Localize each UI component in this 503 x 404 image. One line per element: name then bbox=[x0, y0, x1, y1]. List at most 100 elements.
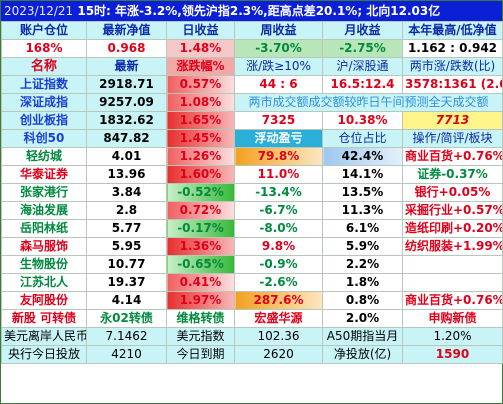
index-row[interactable]: 深证成指 9257.09 1.08% 两市成交额成交额较昨日午间预测全天成交额 bbox=[1, 93, 503, 112]
pboc-inject-value: 4210 bbox=[86, 345, 167, 364]
stock-weight: 11.3% bbox=[322, 201, 403, 220]
turnover-forecast: 7713 bbox=[402, 111, 503, 130]
stock-pct: 0.41% bbox=[166, 273, 235, 292]
stock-last: 10.77 bbox=[86, 255, 167, 274]
stock-row[interactable]: 岳阳林纸 5.77 -0.17% -8.0% 6.1% 造纸印刷+0.20% bbox=[1, 219, 503, 238]
stock-last: 4.01 bbox=[86, 147, 167, 166]
connect-flow: 16.5:12.4 bbox=[322, 75, 403, 94]
subscribe-bond-note: 申购新债 bbox=[402, 309, 503, 328]
account-header-row: 账户仓位 最新净值 日收益 周收益 月收益 本年最高/低净值 bbox=[1, 21, 503, 40]
maturity-label: 今日到期 bbox=[166, 345, 235, 364]
index-last: 847.82 bbox=[86, 129, 167, 148]
ipo-item: 宏盛华源 bbox=[234, 309, 323, 328]
stock-pnl: -0.9% bbox=[234, 255, 323, 274]
stock-pct: 0.72% bbox=[166, 201, 235, 220]
index-name: 科创50 bbox=[1, 129, 87, 148]
index-pct: 1.45% bbox=[166, 129, 235, 148]
stock-name: 轻纺城 bbox=[1, 147, 87, 166]
stock-pnl: 9.8% bbox=[234, 237, 323, 256]
index-last: 2918.71 bbox=[86, 75, 167, 94]
stock-last: 5.95 bbox=[86, 237, 167, 256]
index-header-row: 名称 最新 涨跌幅% 涨/跌≥10% 沪/深股通 两市涨/跌数(比) bbox=[1, 57, 503, 76]
ipo-bond-row[interactable]: 新股 可转债 永02转债 维格转债 宏盛华源 2.0% 申购新债 bbox=[1, 309, 503, 328]
stock-name: 江苏北人 bbox=[1, 273, 87, 292]
stock-weight: 0.8% bbox=[322, 291, 403, 310]
stock-pct: 1.36% bbox=[166, 237, 235, 256]
stock-name: 森马服饰 bbox=[1, 237, 87, 256]
stock-weight: 42.4% bbox=[322, 147, 403, 166]
data-grid: 账户仓位 最新净值 日收益 周收益 月收益 本年最高/低净值 168% 0.96… bbox=[1, 21, 503, 364]
stock-row[interactable]: 森马服饰 5.95 1.36% 9.8% 5.9% 纺织服装+1.99% bbox=[1, 237, 503, 256]
stock-row[interactable]: 华泰证券 13.96 1.60% 11.0% 14.1% 证券-0.37% bbox=[1, 165, 503, 184]
stock-weight: 5.9% bbox=[322, 237, 403, 256]
stock-pct: 1.60% bbox=[166, 165, 235, 184]
index-name: 深证成指 bbox=[1, 93, 87, 112]
stock-note bbox=[402, 255, 503, 274]
header-bar: 2023/12/21 15时: 年涨-3.2%,领先沪指2.3%,距高点差20.… bbox=[1, 1, 502, 21]
stock-pnl: -2.6% bbox=[234, 273, 323, 292]
week-return-value: -3.70% bbox=[234, 39, 323, 58]
stock-last: 13.96 bbox=[86, 165, 167, 184]
turnover-value: 7325 bbox=[234, 111, 323, 130]
col-last-header: 最新 bbox=[86, 57, 167, 76]
stock-note: 银行+0.05% bbox=[402, 183, 503, 202]
index-row[interactable]: 创业板指 1832.62 1.65% 7325 10.38% 7713 bbox=[1, 111, 503, 130]
stock-note: 证券-0.37% bbox=[402, 165, 503, 184]
stock-name: 岳阳林纸 bbox=[1, 219, 87, 238]
stock-pnl: -13.4% bbox=[234, 183, 323, 202]
dxy-label: 美元指数 bbox=[166, 327, 235, 346]
header-summary: 15时: 年涨-3.2%,领先沪指2.3%,距高点差20.1%; 北向12.03… bbox=[77, 4, 441, 18]
stock-last: 2.8 bbox=[86, 201, 167, 220]
stock-pct: -0.65% bbox=[166, 255, 235, 274]
stock-last: 5.77 bbox=[86, 219, 167, 238]
stock-note bbox=[402, 273, 503, 292]
stock-row[interactable]: 轻纺城 4.01 1.26% 79.8% 42.4% 商业百货+0.76% bbox=[1, 147, 503, 166]
stock-pnl: 79.8% bbox=[234, 147, 323, 166]
stock-pct: 1.26% bbox=[166, 147, 235, 166]
stock-row[interactable]: 江苏北人 19.37 0.41% -2.6% 1.8% bbox=[1, 273, 503, 292]
index-pct: 1.08% bbox=[166, 93, 235, 112]
dxy-value: 102.36 bbox=[234, 327, 323, 346]
index-row[interactable]: 上证指数 2918.71 0.57% 44 : 6 16.5:12.4 3578… bbox=[1, 75, 503, 94]
breadth-ratio: 3578:1361 (2.63) bbox=[402, 75, 503, 94]
account-header-cell: 本年最高/低净值 bbox=[402, 21, 503, 40]
account-header-cell: 月收益 bbox=[322, 21, 403, 40]
col-breadth-header: 两市涨/跌数(比) bbox=[402, 57, 503, 76]
net-inject-value: 1590 bbox=[402, 345, 503, 364]
turnover-change: 10.38% bbox=[322, 111, 403, 130]
stock-pct: -0.17% bbox=[166, 219, 235, 238]
account-header-cell: 最新净值 bbox=[86, 21, 167, 40]
stock-pnl: -6.7% bbox=[234, 201, 323, 220]
a50-value: 1.20% bbox=[402, 327, 503, 346]
col-pct-header: 涨跌幅% bbox=[166, 57, 235, 76]
stock-weight: 6.1% bbox=[322, 219, 403, 238]
col-name-header: 名称 bbox=[1, 57, 87, 76]
index-name: 创业板指 bbox=[1, 111, 87, 130]
position-value: 168% bbox=[1, 39, 87, 58]
bond-item: 维格转债 bbox=[166, 309, 235, 328]
account-header-cell: 周收益 bbox=[234, 21, 323, 40]
net-inject-label: 净投放(亿) bbox=[322, 345, 403, 364]
stock-row[interactable]: 海油发展 2.8 0.72% -6.7% 11.3% 采掘行业+0.57% bbox=[1, 201, 503, 220]
stock-last: 4.14 bbox=[86, 291, 167, 310]
stock-name: 友阿股份 bbox=[1, 291, 87, 310]
stock-row[interactable]: 生物股份 10.77 -0.65% -0.9% 2.2% bbox=[1, 255, 503, 274]
stock-name: 华泰证券 bbox=[1, 165, 87, 184]
stock-row[interactable]: 友阿股份 4.14 1.97% 287.6% 0.8% 商业百货+0.76% bbox=[1, 291, 503, 310]
stock-weight: 2.2% bbox=[322, 255, 403, 274]
stock-name: 生物股份 bbox=[1, 255, 87, 274]
maturity-value: 2620 bbox=[234, 345, 323, 364]
stock-note: 纺织服装+1.99% bbox=[402, 237, 503, 256]
bond-item: 永02转债 bbox=[86, 309, 167, 328]
usdcnh-value: 7.1462 bbox=[86, 327, 167, 346]
stock-weight: 1.8% bbox=[322, 273, 403, 292]
col-note-header: 操作/简评/板块 bbox=[402, 129, 503, 148]
index-pct: 0.57% bbox=[166, 75, 235, 94]
stock-row[interactable]: 张家港行 3.84 -0.52% -13.4% 13.5% 银行+0.05% bbox=[1, 183, 503, 202]
ipo-label: 新股 可转债 bbox=[1, 309, 87, 328]
stock-pct: -0.52% bbox=[166, 183, 235, 202]
stock-weight: 13.5% bbox=[322, 183, 403, 202]
account-values-row: 168% 0.968 1.48% -3.70% -2.75% 1.162 : 0… bbox=[1, 39, 503, 58]
index-row[interactable]: 科创50 847.82 1.45% 浮动盈亏 仓位占比 操作/简评/板块 bbox=[1, 129, 503, 148]
stock-pct: 1.97% bbox=[166, 291, 235, 310]
